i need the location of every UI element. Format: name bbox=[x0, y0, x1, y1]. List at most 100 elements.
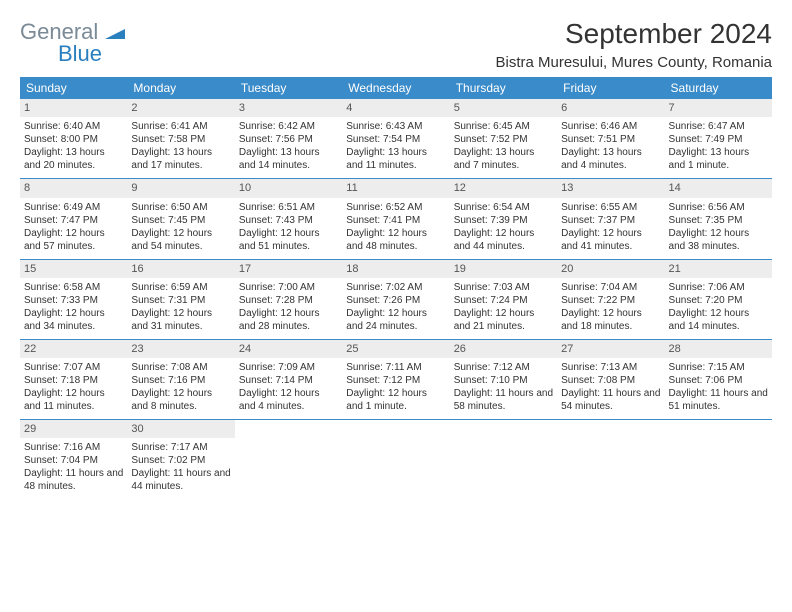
day-number: 23 bbox=[127, 339, 234, 358]
day-detail: Sunrise: 6:42 AMSunset: 7:56 PMDaylight:… bbox=[235, 117, 342, 179]
daylight-text: Daylight: 12 hours and 38 minutes. bbox=[669, 227, 768, 253]
daylight-text: Daylight: 12 hours and 44 minutes. bbox=[454, 227, 553, 253]
daylight-text: Daylight: 13 hours and 14 minutes. bbox=[239, 146, 338, 172]
day-number: 19 bbox=[450, 259, 557, 278]
day-number: 16 bbox=[127, 259, 234, 278]
weekday-header-row: SundayMondayTuesdayWednesdayThursdayFrid… bbox=[20, 77, 772, 99]
sunset-text: Sunset: 7:04 PM bbox=[24, 454, 123, 467]
day-number: 15 bbox=[20, 259, 127, 278]
day-detail: Sunrise: 6:55 AMSunset: 7:37 PMDaylight:… bbox=[557, 198, 664, 260]
daylight-text: Daylight: 11 hours and 48 minutes. bbox=[24, 467, 123, 493]
title-block: September 2024 Bistra Muresului, Mures C… bbox=[496, 18, 773, 71]
sunset-text: Sunset: 7:49 PM bbox=[669, 133, 768, 146]
sunrise-text: Sunrise: 6:52 AM bbox=[346, 201, 445, 214]
weekday-header: Wednesday bbox=[342, 77, 449, 99]
day-number: 9 bbox=[127, 179, 234, 198]
daylight-text: Daylight: 12 hours and 21 minutes. bbox=[454, 307, 553, 333]
daylight-text: Daylight: 13 hours and 17 minutes. bbox=[131, 146, 230, 172]
day-number: 4 bbox=[342, 99, 449, 117]
day-number: 20 bbox=[557, 259, 664, 278]
sunset-text: Sunset: 7:51 PM bbox=[561, 133, 660, 146]
sunrise-text: Sunrise: 6:47 AM bbox=[669, 120, 768, 133]
sunrise-text: Sunrise: 7:04 AM bbox=[561, 281, 660, 294]
sunset-text: Sunset: 7:16 PM bbox=[131, 374, 230, 387]
day-number: 12 bbox=[450, 179, 557, 198]
sunset-text: Sunset: 7:45 PM bbox=[131, 214, 230, 227]
day-detail: Sunrise: 7:12 AMSunset: 7:10 PMDaylight:… bbox=[450, 358, 557, 420]
sunrise-text: Sunrise: 6:54 AM bbox=[454, 201, 553, 214]
sunset-text: Sunset: 7:20 PM bbox=[669, 294, 768, 307]
daylight-text: Daylight: 13 hours and 11 minutes. bbox=[346, 146, 445, 172]
day-number: 27 bbox=[557, 339, 664, 358]
sunrise-text: Sunrise: 7:08 AM bbox=[131, 361, 230, 374]
sunset-text: Sunset: 7:58 PM bbox=[131, 133, 230, 146]
day-number bbox=[450, 420, 557, 439]
day-number: 29 bbox=[20, 420, 127, 439]
sunrise-text: Sunrise: 6:59 AM bbox=[131, 281, 230, 294]
day-detail: Sunrise: 6:49 AMSunset: 7:47 PMDaylight:… bbox=[20, 198, 127, 260]
day-number: 11 bbox=[342, 179, 449, 198]
day-detail bbox=[450, 438, 557, 499]
day-detail bbox=[665, 438, 772, 499]
daylight-text: Daylight: 11 hours and 44 minutes. bbox=[131, 467, 230, 493]
sunrise-text: Sunrise: 6:45 AM bbox=[454, 120, 553, 133]
sunset-text: Sunset: 7:31 PM bbox=[131, 294, 230, 307]
sunrise-text: Sunrise: 7:03 AM bbox=[454, 281, 553, 294]
sunset-text: Sunset: 7:08 PM bbox=[561, 374, 660, 387]
day-number: 28 bbox=[665, 339, 772, 358]
sunrise-text: Sunrise: 7:09 AM bbox=[239, 361, 338, 374]
sunrise-text: Sunrise: 6:41 AM bbox=[131, 120, 230, 133]
logo: General Blue bbox=[20, 18, 125, 65]
day-number: 6 bbox=[557, 99, 664, 117]
day-number bbox=[235, 420, 342, 439]
day-detail: Sunrise: 6:54 AMSunset: 7:39 PMDaylight:… bbox=[450, 198, 557, 260]
daylight-text: Daylight: 12 hours and 48 minutes. bbox=[346, 227, 445, 253]
daylight-text: Daylight: 13 hours and 1 minute. bbox=[669, 146, 768, 172]
day-number-row: 2930 bbox=[20, 420, 772, 439]
day-number-row: 22232425262728 bbox=[20, 339, 772, 358]
day-detail-row: Sunrise: 6:49 AMSunset: 7:47 PMDaylight:… bbox=[20, 198, 772, 260]
day-detail bbox=[557, 438, 664, 499]
daylight-text: Daylight: 12 hours and 14 minutes. bbox=[669, 307, 768, 333]
day-number: 2 bbox=[127, 99, 234, 117]
sunset-text: Sunset: 7:22 PM bbox=[561, 294, 660, 307]
sunset-text: Sunset: 7:52 PM bbox=[454, 133, 553, 146]
sunrise-text: Sunrise: 7:17 AM bbox=[131, 441, 230, 454]
day-number: 30 bbox=[127, 420, 234, 439]
day-number-row: 15161718192021 bbox=[20, 259, 772, 278]
sunrise-text: Sunrise: 7:02 AM bbox=[346, 281, 445, 294]
day-detail bbox=[235, 438, 342, 499]
day-detail: Sunrise: 6:40 AMSunset: 8:00 PMDaylight:… bbox=[20, 117, 127, 179]
day-detail: Sunrise: 6:56 AMSunset: 7:35 PMDaylight:… bbox=[665, 198, 772, 260]
day-number: 5 bbox=[450, 99, 557, 117]
day-detail: Sunrise: 7:00 AMSunset: 7:28 PMDaylight:… bbox=[235, 278, 342, 340]
daylight-text: Daylight: 12 hours and 11 minutes. bbox=[24, 387, 123, 413]
day-number: 14 bbox=[665, 179, 772, 198]
sunset-text: Sunset: 7:10 PM bbox=[454, 374, 553, 387]
weekday-header: Thursday bbox=[450, 77, 557, 99]
day-detail: Sunrise: 7:13 AMSunset: 7:08 PMDaylight:… bbox=[557, 358, 664, 420]
sunrise-text: Sunrise: 7:16 AM bbox=[24, 441, 123, 454]
daylight-text: Daylight: 12 hours and 51 minutes. bbox=[239, 227, 338, 253]
sunset-text: Sunset: 7:02 PM bbox=[131, 454, 230, 467]
day-number: 17 bbox=[235, 259, 342, 278]
weekday-header: Tuesday bbox=[235, 77, 342, 99]
sunrise-text: Sunrise: 7:06 AM bbox=[669, 281, 768, 294]
sunset-text: Sunset: 7:47 PM bbox=[24, 214, 123, 227]
day-detail: Sunrise: 6:41 AMSunset: 7:58 PMDaylight:… bbox=[127, 117, 234, 179]
sunset-text: Sunset: 7:06 PM bbox=[669, 374, 768, 387]
sunrise-text: Sunrise: 6:40 AM bbox=[24, 120, 123, 133]
day-number bbox=[342, 420, 449, 439]
day-detail: Sunrise: 6:46 AMSunset: 7:51 PMDaylight:… bbox=[557, 117, 664, 179]
sunrise-text: Sunrise: 6:58 AM bbox=[24, 281, 123, 294]
sunset-text: Sunset: 7:12 PM bbox=[346, 374, 445, 387]
sunset-text: Sunset: 7:43 PM bbox=[239, 214, 338, 227]
day-number-row: 1234567 bbox=[20, 99, 772, 117]
daylight-text: Daylight: 12 hours and 34 minutes. bbox=[24, 307, 123, 333]
day-detail: Sunrise: 7:09 AMSunset: 7:14 PMDaylight:… bbox=[235, 358, 342, 420]
sunset-text: Sunset: 7:35 PM bbox=[669, 214, 768, 227]
daylight-text: Daylight: 12 hours and 41 minutes. bbox=[561, 227, 660, 253]
daylight-text: Daylight: 12 hours and 18 minutes. bbox=[561, 307, 660, 333]
day-detail: Sunrise: 7:03 AMSunset: 7:24 PMDaylight:… bbox=[450, 278, 557, 340]
day-detail: Sunrise: 6:59 AMSunset: 7:31 PMDaylight:… bbox=[127, 278, 234, 340]
